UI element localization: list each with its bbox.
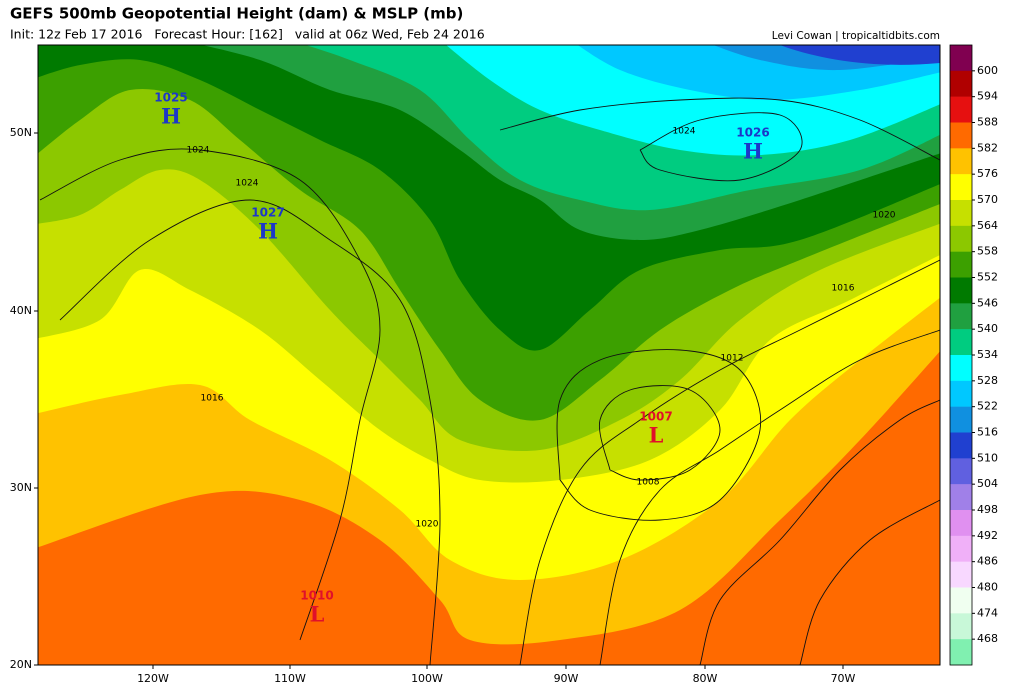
- isobar-label: 1020: [873, 211, 896, 221]
- colorbar-swatch: [950, 122, 972, 149]
- map: [38, 45, 940, 665]
- colorbar-label: 492: [977, 529, 998, 542]
- center-value: 1025: [154, 91, 187, 105]
- isobar: [519, 259, 940, 665]
- center-symbol: L: [310, 602, 325, 627]
- colorbar-label: 480: [977, 581, 998, 594]
- colorbar-label: 576: [977, 167, 998, 180]
- colorbar-label: 522: [977, 400, 998, 413]
- colorbar-label: 600: [977, 64, 998, 77]
- center-symbol: H: [743, 139, 763, 164]
- credit: Levi Cowan | tropicaltidbits.com: [772, 30, 940, 42]
- colorbar-label: 582: [977, 141, 998, 154]
- lat-label: 30N: [10, 481, 32, 494]
- isobar: [598, 385, 721, 481]
- colorbar-label: 474: [977, 606, 998, 619]
- lon-label: 90W: [554, 672, 579, 685]
- colorbar-swatch: [950, 303, 972, 330]
- colorbar-label: 516: [977, 426, 998, 439]
- center-symbol: L: [649, 423, 664, 448]
- center-symbol: H: [258, 219, 278, 244]
- colorbar-swatch: [950, 329, 972, 356]
- colorbar-label: 534: [977, 348, 998, 361]
- colorbar-label: 468: [977, 632, 998, 645]
- colorbar-label: 510: [977, 451, 998, 464]
- map-frame: [37, 44, 941, 666]
- lat-label: 40N: [10, 304, 32, 317]
- isobar-label: 1024: [187, 146, 210, 156]
- isobar-label: 1008: [637, 478, 660, 488]
- isobar-label: 1016: [201, 394, 224, 404]
- height-band: [780, 45, 940, 65]
- isobar: [599, 329, 940, 665]
- colorbar-label: 504: [977, 477, 998, 490]
- colorbar-label: 486: [977, 555, 998, 568]
- colorbar-swatch: [950, 355, 972, 382]
- colorbar-label: 552: [977, 271, 998, 284]
- colorbar-swatch: [950, 96, 972, 123]
- colorbar-label: 588: [977, 116, 998, 129]
- center-value: 1026: [736, 126, 769, 140]
- lon-label: 110W: [274, 672, 306, 685]
- isobar: [556, 349, 762, 521]
- colorbar-label: 570: [977, 193, 998, 206]
- colorbar-swatch: [950, 200, 972, 227]
- colorbar-label: 564: [977, 219, 998, 232]
- colorbar-swatch: [950, 458, 972, 485]
- center-value: 1010: [300, 589, 333, 603]
- colorbar-label: 546: [977, 296, 998, 309]
- lon-label: 70W: [831, 672, 856, 685]
- isobar-label: 1020: [416, 520, 439, 530]
- colorbar-swatch: [950, 432, 972, 459]
- colorbar-swatch: [950, 561, 972, 588]
- isobar: [59, 199, 441, 665]
- isobar-label: 1012: [721, 354, 744, 364]
- colorbar-label: 594: [977, 90, 998, 103]
- colorbar: 600 594 588 582 576 570 564 558 552 546 540 534 528 5…: [949, 44, 998, 666]
- colorbar-swatch: [950, 406, 972, 433]
- center-value: 1007: [639, 410, 672, 424]
- isobar-label: 1016: [832, 284, 855, 294]
- isobar: [499, 97, 940, 161]
- colorbar-swatch: [950, 148, 972, 175]
- colorbar-swatch: [950, 613, 972, 640]
- lon-label: 100W: [411, 672, 443, 685]
- colorbar-swatch: [950, 225, 972, 252]
- isobar: [799, 499, 940, 665]
- lon-label: 120W: [137, 672, 169, 685]
- colorbar-swatch: [950, 535, 972, 562]
- colorbar-swatch: [950, 70, 972, 97]
- colorbar-swatch: [950, 639, 972, 666]
- title: GEFS 500mb Geopotential Height (dam) & M…: [10, 5, 463, 23]
- colorbar-swatch: [950, 174, 972, 201]
- colorbar-label: 540: [977, 322, 998, 335]
- colorbar-swatch: [950, 251, 972, 278]
- center-symbol: H: [161, 104, 181, 129]
- colorbar-swatch: [950, 587, 972, 614]
- colorbar-label: 528: [977, 374, 998, 387]
- colorbar-swatch: [950, 45, 972, 72]
- center-value: 1027: [251, 206, 284, 220]
- lon-label: 80W: [693, 672, 718, 685]
- isobar: [639, 112, 803, 182]
- lat-label: 20N: [10, 658, 32, 671]
- colorbar-swatch: [950, 277, 972, 304]
- lat-label: 50N: [10, 126, 32, 139]
- colorbar-swatch: [950, 510, 972, 537]
- colorbar-label: 558: [977, 245, 998, 258]
- colorbar-swatch: [950, 484, 972, 511]
- isobar-label: 1024: [673, 127, 696, 137]
- isobar: [699, 399, 940, 665]
- isobar-label: 1024: [236, 179, 259, 189]
- subtitle: Init: 12z Feb 17 2016 Forecast Hour: [16…: [10, 27, 485, 42]
- colorbar-swatch: [950, 380, 972, 407]
- colorbar-label: 498: [977, 503, 998, 516]
